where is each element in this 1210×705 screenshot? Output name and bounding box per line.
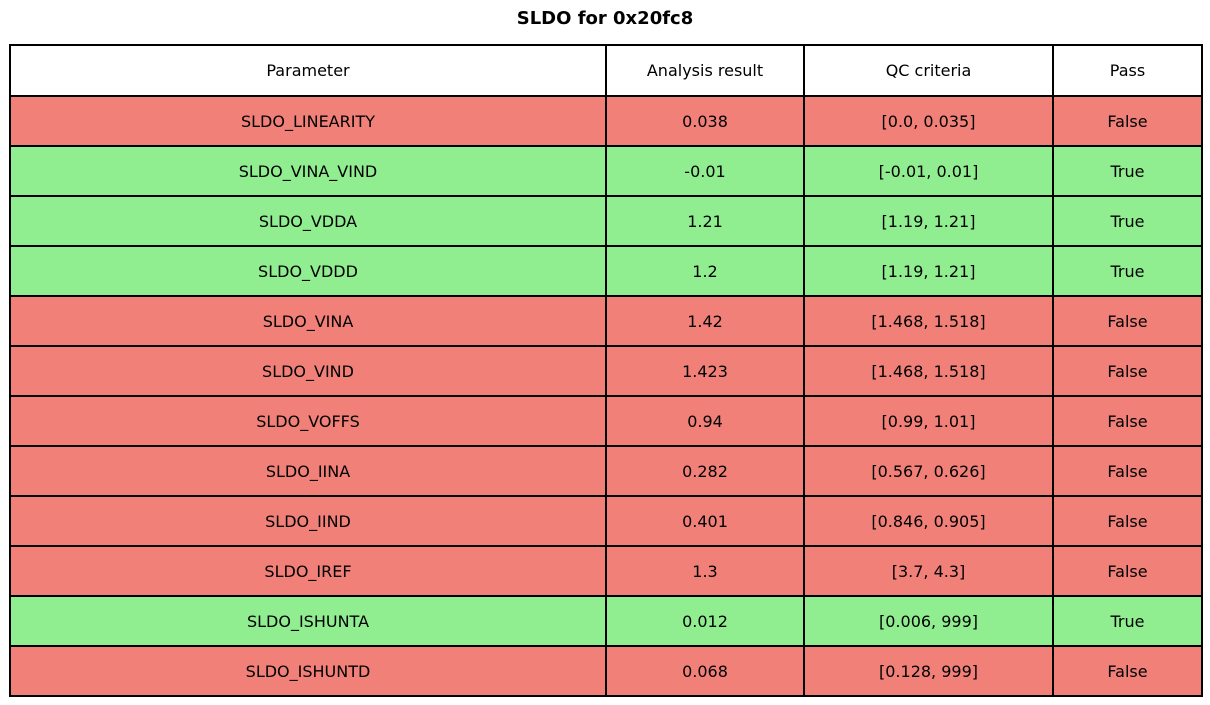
result-cell: 0.94 bbox=[605, 395, 805, 447]
table-row: SLDO_ISHUNTA 0.012 [0.006, 999] True bbox=[9, 595, 1203, 647]
parameter-cell: SLDO_VINA bbox=[9, 295, 607, 347]
parameter-cell: SLDO_VOFFS bbox=[9, 395, 607, 447]
criteria-cell: [0.0, 0.035] bbox=[803, 95, 1054, 147]
table-row: SLDO_VOFFS 0.94 [0.99, 1.01] False bbox=[9, 395, 1203, 447]
header-row: Parameter Analysis result QC criteria Pa… bbox=[9, 44, 1203, 97]
pass-cell: False bbox=[1052, 645, 1203, 697]
page-title: SLDO for 0x20fc8 bbox=[516, 8, 694, 29]
parameter-cell: SLDO_ISHUNTA bbox=[9, 595, 607, 647]
table-row: SLDO_VDDA 1.21 [1.19, 1.21] True bbox=[9, 195, 1203, 247]
parameter-cell: SLDO_VINA_VIND bbox=[9, 145, 607, 197]
table-row: SLDO_IIND 0.401 [0.846, 0.905] False bbox=[9, 495, 1203, 547]
pass-cell: False bbox=[1052, 545, 1203, 597]
parameter-cell: SLDO_IIND bbox=[9, 495, 607, 547]
criteria-cell: [1.19, 1.21] bbox=[803, 195, 1054, 247]
pass-cell: True bbox=[1052, 595, 1203, 647]
qc-results-table: Parameter Analysis result QC criteria Pa… bbox=[9, 44, 1203, 697]
result-cell: 0.068 bbox=[605, 645, 805, 697]
parameter-cell: SLDO_IINA bbox=[9, 445, 607, 497]
criteria-cell: [3.7, 4.3] bbox=[803, 545, 1054, 597]
parameter-cell: SLDO_VDDA bbox=[9, 195, 607, 247]
pass-cell: False bbox=[1052, 395, 1203, 447]
result-cell: 0.012 bbox=[605, 595, 805, 647]
pass-cell: True bbox=[1052, 145, 1203, 197]
result-cell: 1.2 bbox=[605, 245, 805, 297]
table-row: SLDO_VIND 1.423 [1.468, 1.518] False bbox=[9, 345, 1203, 397]
result-cell: 0.401 bbox=[605, 495, 805, 547]
table-row: SLDO_VINA 1.42 [1.468, 1.518] False bbox=[9, 295, 1203, 347]
col-header-parameter: Parameter bbox=[9, 44, 607, 97]
result-cell: 1.423 bbox=[605, 345, 805, 397]
col-header-qc-criteria: QC criteria bbox=[803, 44, 1054, 97]
criteria-cell: [-0.01, 0.01] bbox=[803, 145, 1054, 197]
table-row: SLDO_VINA_VIND -0.01 [-0.01, 0.01] True bbox=[9, 145, 1203, 197]
criteria-cell: [1.19, 1.21] bbox=[803, 245, 1054, 297]
parameter-cell: SLDO_ISHUNTD bbox=[9, 645, 607, 697]
parameter-cell: SLDO_VIND bbox=[9, 345, 607, 397]
qc-table-body: SLDO_LINEARITY 0.038 [0.0, 0.035] False SLDO… bbox=[9, 95, 1203, 697]
col-header-analysis-result: Analysis result bbox=[605, 44, 805, 97]
pass-cell: False bbox=[1052, 345, 1203, 397]
pass-cell: False bbox=[1052, 295, 1203, 347]
pass-cell: False bbox=[1052, 495, 1203, 547]
pass-cell: True bbox=[1052, 195, 1203, 247]
parameter-cell: SLDO_VDDD bbox=[9, 245, 607, 297]
table-row: SLDO_VDDD 1.2 [1.19, 1.21] True bbox=[9, 245, 1203, 297]
result-cell: 0.282 bbox=[605, 445, 805, 497]
table-row: SLDO_LINEARITY 0.038 [0.0, 0.035] False bbox=[9, 95, 1203, 147]
criteria-cell: [1.468, 1.518] bbox=[803, 295, 1054, 347]
criteria-cell: [0.567, 0.626] bbox=[803, 445, 1054, 497]
criteria-cell: [0.99, 1.01] bbox=[803, 395, 1054, 447]
criteria-cell: [0.006, 999] bbox=[803, 595, 1054, 647]
table-row: SLDO_ISHUNTD 0.068 [0.128, 999] False bbox=[9, 645, 1203, 697]
criteria-cell: [1.468, 1.518] bbox=[803, 345, 1054, 397]
result-cell: 1.42 bbox=[605, 295, 805, 347]
criteria-cell: [0.128, 999] bbox=[803, 645, 1054, 697]
result-cell: -0.01 bbox=[605, 145, 805, 197]
qc-table-header: Parameter Analysis result QC criteria Pa… bbox=[9, 44, 1203, 97]
pass-cell: False bbox=[1052, 445, 1203, 497]
parameter-cell: SLDO_IREF bbox=[9, 545, 607, 597]
pass-cell: True bbox=[1052, 245, 1203, 297]
table-row: SLDO_IINA 0.282 [0.567, 0.626] False bbox=[9, 445, 1203, 497]
table-row: SLDO_IREF 1.3 [3.7, 4.3] False bbox=[9, 545, 1203, 597]
result-cell: 1.3 bbox=[605, 545, 805, 597]
criteria-cell: [0.846, 0.905] bbox=[803, 495, 1054, 547]
pass-cell: False bbox=[1052, 95, 1203, 147]
parameter-cell: SLDO_LINEARITY bbox=[9, 95, 607, 147]
result-cell: 1.21 bbox=[605, 195, 805, 247]
result-cell: 0.038 bbox=[605, 95, 805, 147]
col-header-pass: Pass bbox=[1052, 44, 1203, 97]
